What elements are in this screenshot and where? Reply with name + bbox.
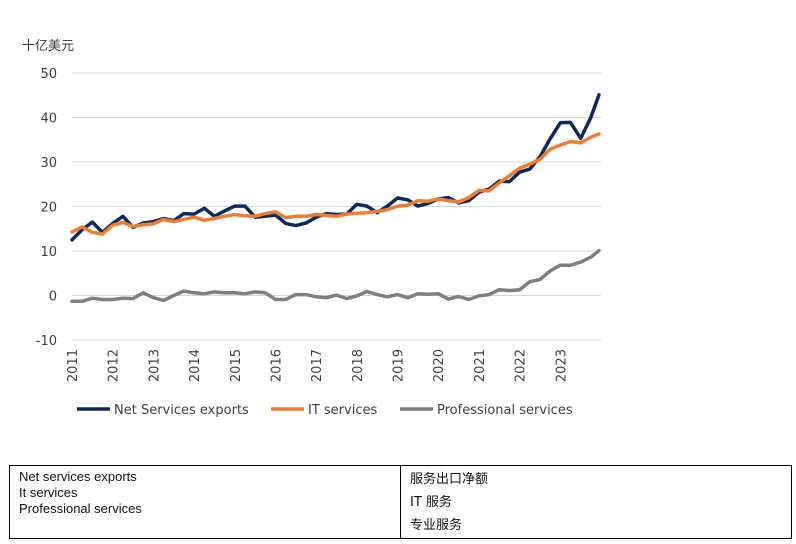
x-tick-label: 2018 — [351, 349, 366, 382]
english-term-net-services: Net services exports — [19, 469, 137, 484]
x-tick-label: 2014 — [188, 349, 203, 382]
x-tick-label: 2016 — [269, 349, 284, 382]
y-tick-label: 0 — [49, 290, 57, 305]
x-axis-ticks: 2011 2012 2013 2014 2015 2016 2017 2018 2019 2020… — [66, 349, 569, 382]
chinese-term-it-services: IT 服务 — [410, 495, 452, 510]
y-tick-label: 40 — [40, 112, 57, 127]
series-lines — [70, 93, 601, 304]
english-term-it-services: It services — [19, 485, 78, 500]
x-tick-label: 2013 — [147, 349, 162, 382]
legend-label: Professional services — [437, 403, 573, 418]
y-axis-ticks: -10 0 10 20 30 40 50 — [36, 67, 57, 349]
x-tick-label: 2021 — [473, 349, 488, 382]
x-tick-label: 2020 — [432, 349, 447, 382]
y-tick-label: 10 — [40, 245, 57, 260]
english-terms-cell: Net services exports It services Profess… — [9, 465, 401, 539]
legend-label: IT services — [308, 403, 377, 418]
line-chart: 十亿美元 -10 0 10 20 30 40 50 2011 2012 2013 2014 2015… — [22, 39, 601, 418]
series-line-2 — [70, 248, 601, 304]
translation-table: Net services exports It services Profess… — [9, 465, 792, 539]
x-tick-label: 2017 — [310, 349, 325, 382]
y-axis-unit-label: 十亿美元 — [22, 39, 74, 54]
x-tick-label: 2012 — [107, 349, 122, 382]
y-tick-label: 30 — [40, 156, 57, 171]
chinese-term-professional-services: 专业服务 — [410, 518, 463, 533]
chinese-terms-cell: 服务出口净额 IT 服务 专业服务 — [400, 465, 792, 539]
gridlines — [72, 72, 601, 341]
x-tick-label: 2015 — [229, 349, 244, 382]
chinese-term-net-services: 服务出口净额 — [410, 472, 489, 487]
legend: Net Services exports IT services Professio… — [77, 403, 573, 418]
x-tick-label: 2023 — [554, 349, 569, 382]
x-tick-label: 2011 — [66, 349, 81, 382]
series-line-1 — [70, 132, 601, 236]
legend-label: Net Services exports — [114, 403, 249, 418]
table-row: Net services exports It services Profess… — [9, 465, 792, 539]
y-tick-label: 50 — [40, 67, 57, 82]
x-tick-label: 2019 — [392, 349, 407, 382]
x-tick-label: 2022 — [514, 349, 529, 382]
y-tick-label: 20 — [40, 201, 57, 216]
y-tick-label: -10 — [36, 334, 57, 349]
english-term-professional-services: Professional services — [19, 501, 142, 516]
